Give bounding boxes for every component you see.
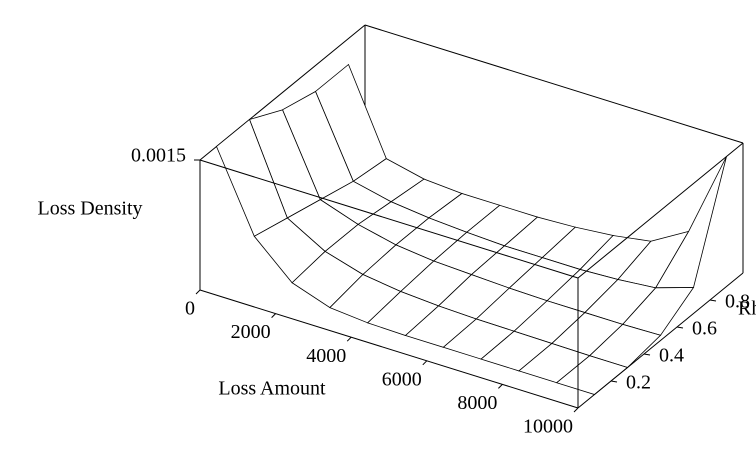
x-tick-label: 4000 bbox=[306, 345, 346, 367]
y-tick-label: 0.6 bbox=[692, 318, 717, 340]
z-tick-label: 0.0015 bbox=[131, 145, 186, 167]
x-tick bbox=[195, 289, 201, 295]
y-tick bbox=[610, 380, 618, 383]
y-tick bbox=[676, 326, 684, 329]
x-tick bbox=[498, 384, 503, 389]
x-tick-label: 8000 bbox=[457, 392, 497, 414]
x-tick bbox=[271, 313, 276, 318]
x-tick-label: 0 bbox=[185, 298, 195, 320]
y-tick bbox=[643, 353, 651, 356]
box-edge bbox=[364, 24, 744, 144]
x-tick-label: 6000 bbox=[382, 368, 422, 390]
box-edge bbox=[577, 272, 744, 409]
x-tick-label: 10000 bbox=[523, 416, 573, 438]
box-edge bbox=[577, 142, 744, 279]
y-tick bbox=[709, 299, 717, 302]
box-edge bbox=[199, 159, 579, 279]
x-tick bbox=[346, 336, 352, 342]
y-tick-label: 0.2 bbox=[626, 372, 651, 394]
box-edge bbox=[199, 289, 579, 409]
y-tick-label: 0.4 bbox=[659, 345, 684, 367]
x-tick-label: 2000 bbox=[231, 321, 271, 343]
x-tick bbox=[573, 407, 579, 413]
x-tick bbox=[422, 360, 428, 366]
y-tick-label: 0.8 bbox=[725, 291, 750, 313]
x-axis-label: Loss Amount bbox=[218, 378, 326, 400]
y-axis-label: Rho bbox=[738, 298, 756, 320]
z-axis-label: Loss Density bbox=[38, 198, 143, 220]
